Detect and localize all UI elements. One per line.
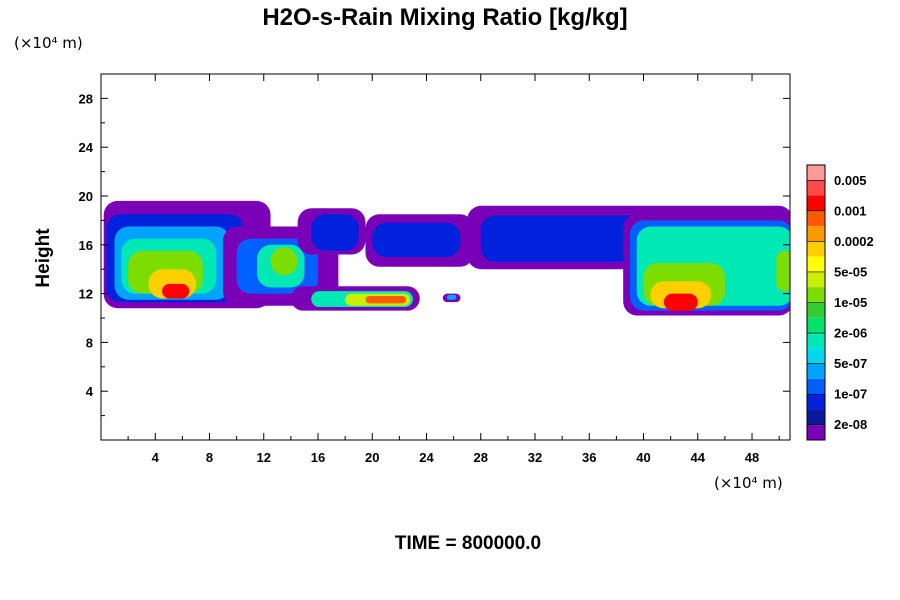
colorbar-swatch — [807, 165, 825, 181]
y-tick-label: 8 — [86, 335, 93, 350]
colorbar-label: 0.0002 — [834, 234, 874, 249]
y-tick-label: 28 — [79, 91, 93, 106]
x-tick-label: 36 — [582, 450, 596, 465]
contour-region-12 — [311, 214, 359, 251]
colorbar-swatch — [807, 394, 825, 410]
x-tick-label: 16 — [311, 450, 325, 465]
y-axis: 4 8 12 16 20 24 28 — [79, 91, 790, 417]
x-tick-label: 28 — [474, 450, 488, 465]
colorbar: 0.005 0.001 0.0002 5e-05 1e-05 2e-06 5e-07 1e-0… — [806, 164, 874, 441]
colorbar-swatch — [807, 333, 825, 349]
contour-region-28 — [663, 293, 698, 311]
colorbar-label: 2e-06 — [834, 326, 867, 341]
colorbar-swatch — [807, 317, 825, 334]
contour-region-14 — [372, 222, 461, 257]
colorbar-swatch — [807, 241, 825, 257]
y-tick-label: 20 — [79, 189, 93, 204]
y-tick-label: 12 — [79, 287, 93, 302]
colorbar-label: 0.005 — [834, 173, 867, 188]
y-unit-label: (×10⁴ m) — [14, 34, 83, 52]
chart-title: H2O-s-Rain Mixing Ratio [kg/kg] — [262, 4, 627, 31]
y-tick-label: 4 — [86, 384, 94, 399]
x-tick-label: 12 — [257, 450, 271, 465]
colorbar-label: 5e-05 — [834, 264, 867, 279]
contour-region-18 — [365, 296, 407, 304]
x-tick-label: 48 — [745, 450, 759, 465]
y-axis-label: Height — [33, 228, 54, 288]
x-tick-label: 8 — [206, 450, 213, 465]
contour-region-20 — [446, 294, 457, 300]
contour-region-30 — [776, 250, 790, 292]
plot-frame — [100, 73, 791, 441]
x-tick-label: 4 — [152, 450, 160, 465]
colorbar-swatch — [807, 363, 825, 379]
x-tick-label: 24 — [419, 450, 434, 465]
colorbar-swatch — [807, 348, 825, 364]
x-tick-label: 20 — [365, 450, 379, 465]
contour-region-6 — [162, 283, 190, 299]
colorbar-label: 2e-08 — [834, 417, 867, 432]
colorbar-label: 0.001 — [834, 203, 867, 218]
x-tick-label: 40 — [636, 450, 650, 465]
colorbar-label: 5e-07 — [834, 356, 867, 371]
colorbar-swatch — [807, 378, 825, 395]
contour-region-10 — [270, 247, 298, 276]
colorbar-swatch — [807, 226, 825, 242]
colorbar-swatch — [807, 180, 825, 196]
x-tick-label: 32 — [528, 450, 542, 465]
colorbar-label: 1e-07 — [834, 387, 867, 402]
colorbar-swatch — [807, 409, 825, 425]
y-tick-label: 16 — [79, 238, 93, 253]
y-tick-label: 24 — [79, 140, 94, 155]
x-axis: 4 8 12 16 20 24 28 32 36 40 44 48 — [127, 74, 780, 465]
colorbar-swatch — [807, 195, 825, 211]
colorbar-label: 1e-05 — [834, 295, 867, 310]
colorbar-swatch — [807, 302, 825, 318]
x-tick-label: 44 — [691, 450, 706, 465]
colorbar-swatch — [807, 287, 825, 303]
colorbar-swatch — [807, 256, 825, 272]
colorbar-swatch — [807, 271, 825, 288]
plot-area — [103, 200, 790, 316]
colorbar-swatch — [807, 210, 825, 227]
x-unit-label: (×10⁴ m) — [714, 474, 783, 492]
colorbar-swatch — [807, 424, 825, 440]
time-label: TIME = 800000.0 — [395, 533, 541, 554]
